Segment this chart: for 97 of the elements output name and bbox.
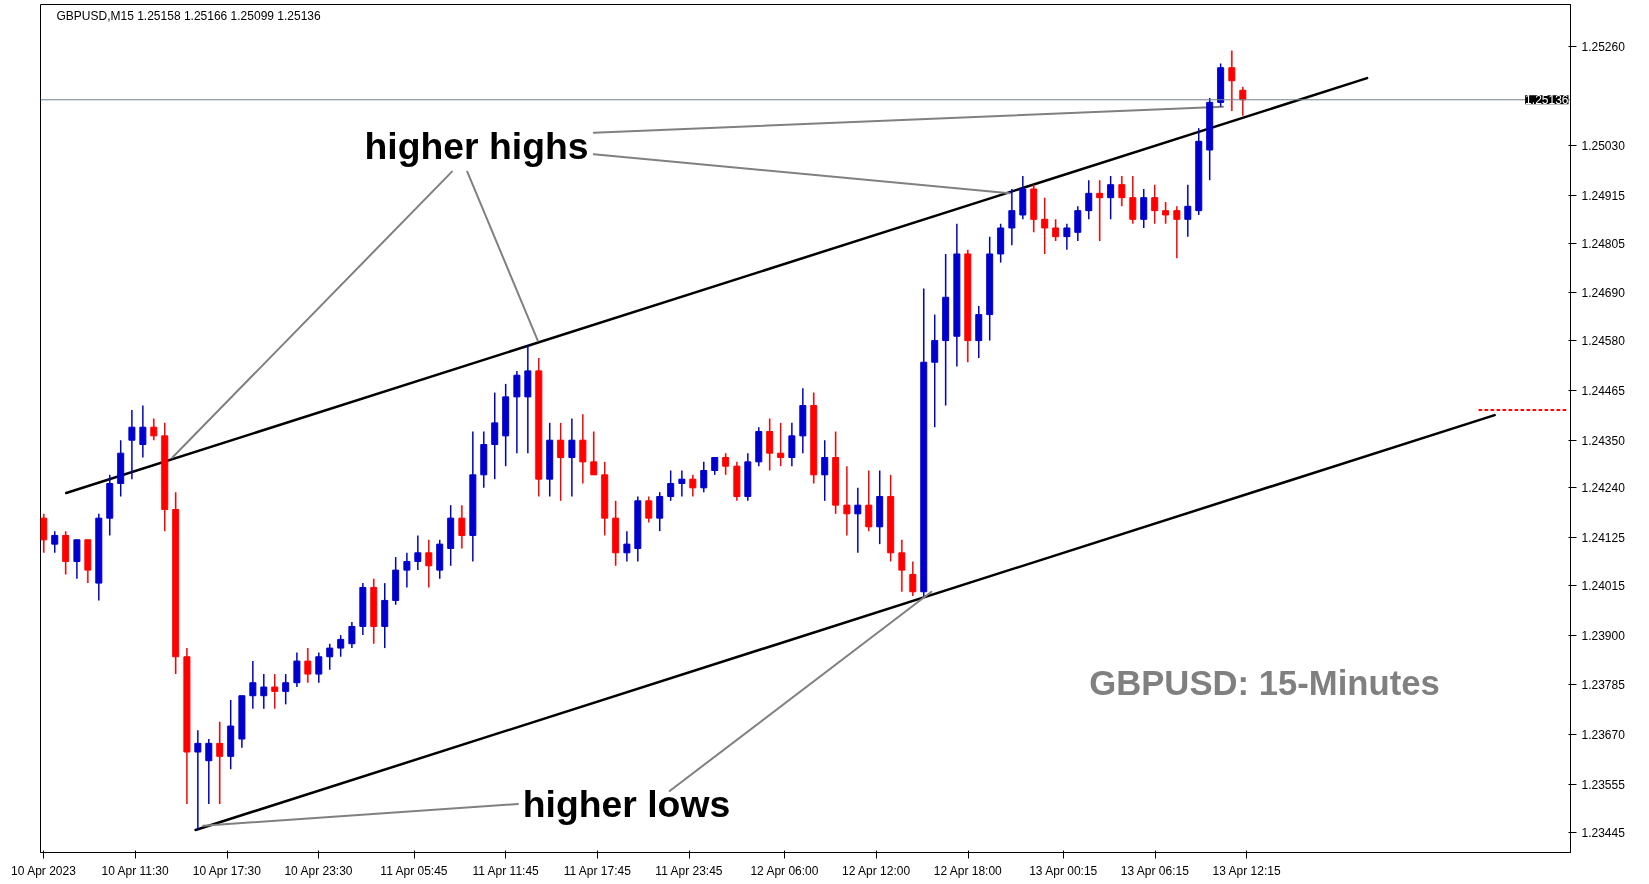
candlestick — [128, 409, 136, 480]
candlestick — [1008, 188, 1016, 247]
y-tick-label: 1.24465 — [1581, 383, 1626, 398]
x-tick-label: 11 Apr 11:45 — [472, 863, 540, 878]
y-tick-label: 1.24915 — [1581, 188, 1626, 203]
candlestick — [678, 469, 686, 498]
candlestick — [1228, 49, 1236, 112]
y-tick-label: 1.23555 — [1581, 778, 1626, 792]
candlestick — [205, 738, 213, 805]
candlestick — [931, 313, 939, 428]
candlestick — [667, 469, 675, 502]
candlestick — [843, 465, 851, 537]
candlestick — [1085, 179, 1093, 221]
candlestick — [293, 651, 301, 688]
candlestick — [150, 417, 158, 441]
candlestick — [1184, 183, 1192, 238]
candlestick — [854, 487, 862, 554]
x-tick-label: 10 Apr 23:30 — [284, 863, 353, 878]
y-tick-label: 1.24125 — [1581, 531, 1626, 546]
y-tick-label: 1.24350 — [1581, 433, 1626, 448]
y-tick-label: 1.25260 — [1581, 39, 1626, 54]
candlestick — [722, 452, 730, 476]
candlestick — [337, 634, 345, 658]
y-tick-label: 1.23785 — [1581, 678, 1626, 693]
candlestick — [766, 417, 774, 472]
candlestick — [304, 647, 312, 684]
candlestick — [821, 439, 829, 502]
candlestick — [1052, 218, 1060, 242]
x-tick-label: 10 Apr 11:30 — [101, 863, 170, 878]
candlestick — [700, 461, 708, 493]
candlestick — [51, 530, 59, 554]
x-tick-label: 11 Apr 23:45 — [655, 863, 723, 878]
candlestick — [557, 422, 565, 502]
candlestick — [1140, 188, 1148, 229]
candlestick — [1118, 175, 1126, 208]
y-tick-label: 1.23900 — [1581, 628, 1626, 643]
candlestick — [271, 673, 279, 710]
candlestick — [623, 530, 631, 563]
candlestick — [1129, 175, 1137, 225]
candlestick — [216, 720, 224, 805]
y-tick-label: 1.24690 — [1581, 286, 1626, 301]
candlestick — [898, 539, 906, 593]
candlestick — [425, 539, 433, 589]
candlestick — [865, 469, 873, 532]
y-tick-label: 1.24240 — [1581, 481, 1626, 496]
candlestick — [777, 422, 785, 467]
candlestick — [348, 621, 356, 649]
candlestick — [1151, 183, 1159, 225]
candlestick — [194, 729, 202, 831]
x-tick-label: 10 Apr 2023 — [11, 863, 77, 878]
y-tick-label: 1.24580 — [1581, 334, 1626, 349]
candlestick — [249, 660, 257, 710]
x-tick-label: 13 Apr 06:15 — [1120, 863, 1190, 878]
candlestick — [513, 370, 521, 454]
annotation: GBPUSD: 15-Minutes — [1089, 663, 1440, 702]
candlestick — [1173, 205, 1181, 260]
ref-line-label: 1.25136 — [1525, 93, 1569, 108]
candlestick — [689, 474, 697, 498]
x-tick-label: 12 Apr 06:00 — [750, 863, 819, 878]
candlestick — [139, 404, 147, 459]
y-tick-label: 1.25030 — [1581, 139, 1626, 154]
y-tick-label: 1.24015 — [1581, 578, 1626, 593]
x-tick-label: 13 Apr 12:15 — [1212, 863, 1281, 878]
candlestick — [315, 651, 323, 684]
candlestick — [1107, 175, 1115, 221]
candlestick — [788, 422, 796, 467]
candlestick — [1162, 201, 1170, 225]
candlestick — [590, 430, 598, 476]
candlestick — [260, 673, 268, 710]
y-tick-label: 1.24805 — [1581, 236, 1626, 251]
candlestick — [645, 495, 653, 524]
candlestick — [1096, 179, 1104, 242]
x-tick-label: 12 Apr 12:00 — [842, 863, 911, 878]
candlestick — [282, 673, 290, 706]
x-tick-label: 13 Apr 00:15 — [1029, 863, 1098, 878]
candlestick — [1063, 222, 1071, 251]
candlestick — [326, 643, 334, 671]
x-tick-label: 10 Apr 17:30 — [192, 863, 262, 878]
candlestick — [403, 552, 411, 589]
x-tick-label: 12 Apr 18:00 — [933, 863, 1003, 878]
x-tick-label: 11 Apr 05:45 — [380, 863, 448, 878]
candlestick — [458, 504, 466, 550]
y-tick-label: 1.23445 — [1581, 825, 1626, 840]
candlestick — [909, 560, 917, 597]
candlestick — [568, 417, 576, 498]
chart-title: GBPUSD,M15 1.25158 1.25166 1.25099 1.25136 — [56, 8, 322, 23]
y-tick-label: 1.23670 — [1581, 728, 1626, 743]
candlestick — [73, 539, 81, 580]
candlestick — [1074, 205, 1082, 242]
candlestick — [656, 491, 664, 532]
candlestick — [579, 413, 587, 485]
annotation: higher lows — [522, 783, 731, 826]
candlestick — [491, 391, 499, 480]
candlestick — [1041, 196, 1049, 255]
annotation: higher highs — [364, 125, 589, 168]
candlestick — [414, 534, 422, 571]
x-tick-label: 11 Apr 17:45 — [563, 863, 632, 878]
